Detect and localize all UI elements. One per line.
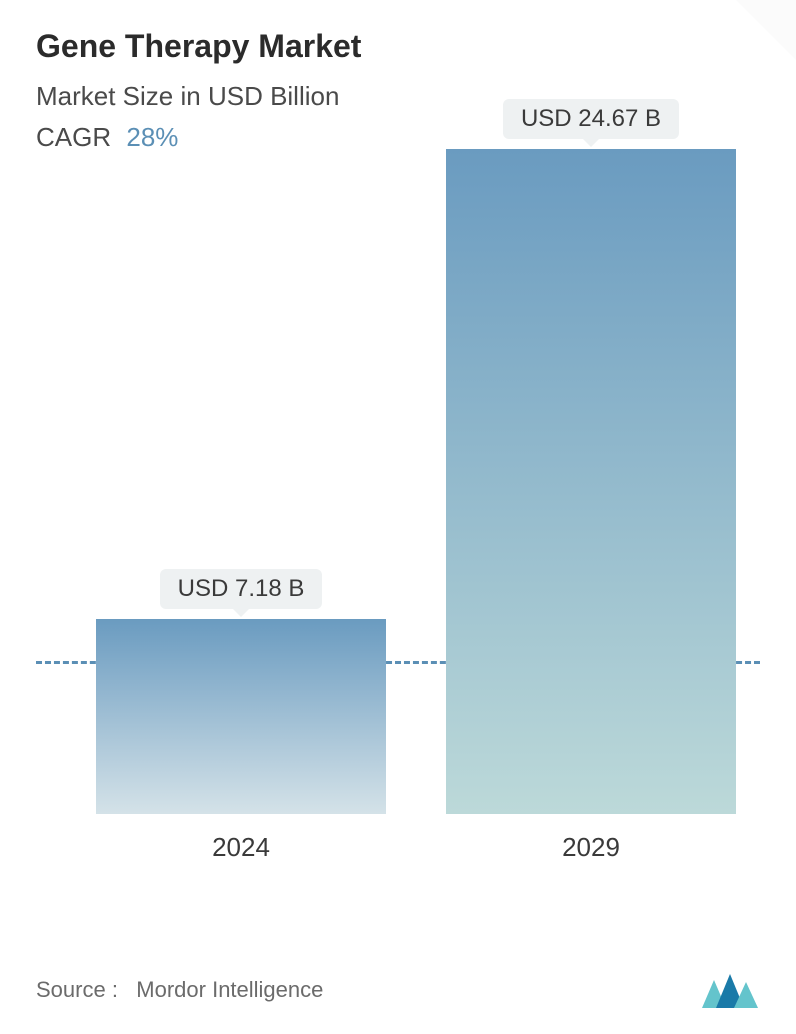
bar-2029 xyxy=(446,149,736,814)
value-label-2024: USD 7.18 B xyxy=(160,569,323,609)
chart-footer: Source : Mordor Intelligence xyxy=(36,970,760,1010)
bar-group-2024: USD 7.18 B 2024 xyxy=(96,569,386,863)
source-name: Mordor Intelligence xyxy=(136,977,323,1002)
mordor-logo-icon xyxy=(700,970,760,1010)
bar-2024 xyxy=(96,619,386,814)
year-label-2024: 2024 xyxy=(212,832,270,863)
cagr-value: 28% xyxy=(126,122,178,152)
chart-title: Gene Therapy Market xyxy=(36,28,760,65)
year-label-2029: 2029 xyxy=(562,832,620,863)
chart-area: USD 7.18 B 2024 USD 24.67 B 2029 xyxy=(36,173,760,913)
value-label-2029: USD 24.67 B xyxy=(503,99,679,139)
source-prefix: Source : xyxy=(36,977,118,1002)
bar-group-2029: USD 24.67 B 2029 xyxy=(446,99,736,863)
corner-fold-decoration xyxy=(736,0,796,60)
chart-container: Gene Therapy Market Market Size in USD B… xyxy=(0,0,796,1034)
source-text: Source : Mordor Intelligence xyxy=(36,977,323,1003)
cagr-label: CAGR xyxy=(36,122,111,152)
